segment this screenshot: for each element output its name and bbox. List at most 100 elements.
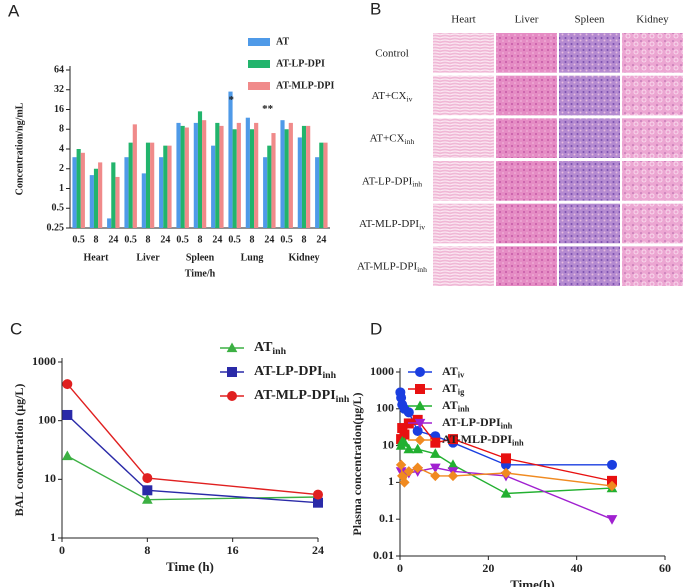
label-name: AT+CX — [370, 132, 405, 144]
marker — [415, 384, 425, 394]
label-name: AT-MLP-DPI — [254, 388, 336, 403]
y-tick-label: 0.5 — [52, 203, 65, 214]
label: ATinh — [254, 340, 287, 357]
y-tick-label: 1 — [50, 530, 56, 544]
marker — [403, 466, 415, 477]
panel-label: A — [8, 1, 20, 20]
bar — [236, 122, 241, 228]
bar — [284, 129, 289, 228]
label-subscript: inh — [412, 179, 422, 188]
x-tick-label: 0.5 — [124, 234, 137, 245]
x-tick-label: 24 — [108, 234, 118, 245]
marker — [313, 489, 323, 500]
marker — [430, 437, 441, 448]
bar — [280, 120, 285, 228]
marker — [501, 453, 511, 464]
column-label: Heart — [451, 14, 475, 26]
label-subscript: inh — [336, 394, 350, 405]
marker — [142, 473, 153, 484]
label: AT-MLP-DPIinh — [254, 388, 350, 405]
histology-image — [496, 246, 557, 286]
bar — [98, 162, 103, 228]
x-tick-label: 24 — [212, 234, 222, 245]
legend-swatch — [248, 82, 270, 90]
histology-image — [433, 118, 494, 158]
x-tick-label: 0.5 — [176, 234, 189, 245]
bar — [319, 142, 324, 228]
y-tick-label: 8 — [59, 124, 64, 135]
y-tick-label: 0.01 — [373, 548, 394, 562]
histology-image — [433, 33, 494, 73]
bar — [128, 142, 133, 228]
bar — [141, 173, 146, 228]
marker — [62, 409, 73, 420]
label-subscript: ig — [458, 388, 465, 397]
bar — [124, 157, 129, 228]
label-name: AT-LP-DPI — [442, 415, 501, 429]
marker — [448, 434, 458, 445]
label-subscript: iv — [458, 371, 465, 380]
bar — [76, 149, 81, 228]
histology-image — [496, 118, 557, 158]
bar — [232, 129, 237, 228]
x-tick-label: 8 — [302, 234, 307, 245]
bar — [211, 145, 216, 228]
marker — [395, 459, 407, 471]
marker — [500, 487, 512, 498]
label: AT-LP-DPIinh — [254, 364, 337, 381]
bar — [115, 176, 120, 228]
y-axis-title: Concentration/ng/mL — [14, 102, 25, 195]
significance: ** — [262, 103, 274, 115]
histology-image — [496, 33, 557, 73]
label-name: AT-LP-DPI — [362, 175, 413, 187]
label: Control — [375, 47, 409, 59]
bar — [72, 157, 77, 228]
bar — [215, 122, 220, 228]
marker — [447, 470, 459, 482]
column-label: Liver — [515, 14, 539, 26]
x-tick-label: 0.5 — [72, 234, 85, 245]
bar — [254, 122, 259, 228]
histology-image — [622, 203, 683, 244]
label-subscript: inh — [272, 346, 286, 357]
x-axis-title: Time (h) — [166, 559, 214, 574]
marker — [430, 470, 441, 482]
bar — [159, 157, 164, 228]
bar — [184, 127, 189, 228]
label-name: AT — [442, 398, 458, 412]
bar — [267, 145, 272, 228]
y-tick-label: 0.1 — [379, 511, 394, 525]
bar — [80, 152, 85, 228]
column-label: Spleen — [575, 14, 605, 26]
marker — [412, 425, 423, 436]
histology-image — [496, 75, 557, 116]
bar — [107, 218, 112, 228]
bar — [150, 142, 155, 228]
group-label: Spleen — [186, 252, 215, 263]
label-name: AT-LP-DPI — [254, 364, 322, 379]
bar — [306, 125, 311, 228]
x-tick-label: 0.5 — [280, 234, 293, 245]
x-tick-label: 8 — [146, 234, 151, 245]
x-tick-label: 24 — [316, 234, 326, 245]
legend-swatch — [248, 38, 270, 46]
marker — [429, 448, 441, 458]
label: AT-MLP-DPIiv — [359, 218, 425, 232]
label: AT+CXinh — [370, 132, 415, 146]
bar — [176, 122, 181, 228]
bar — [288, 122, 293, 228]
x-tick-label: 0 — [59, 543, 65, 557]
label: AT-MLP-DPIinh — [357, 260, 427, 274]
x-tick-label: 8 — [198, 234, 203, 245]
label-subscript: inh — [405, 137, 415, 146]
marker — [142, 485, 153, 496]
bar — [323, 142, 328, 228]
marker — [227, 367, 237, 377]
label-subscript: inh — [458, 405, 470, 414]
marker — [606, 480, 618, 492]
bar — [111, 162, 116, 228]
legend-label: AT-MLP-DPI — [276, 80, 334, 91]
bar — [297, 137, 302, 228]
label: ATiv — [442, 364, 465, 380]
x-tick-label: 40 — [571, 561, 583, 575]
